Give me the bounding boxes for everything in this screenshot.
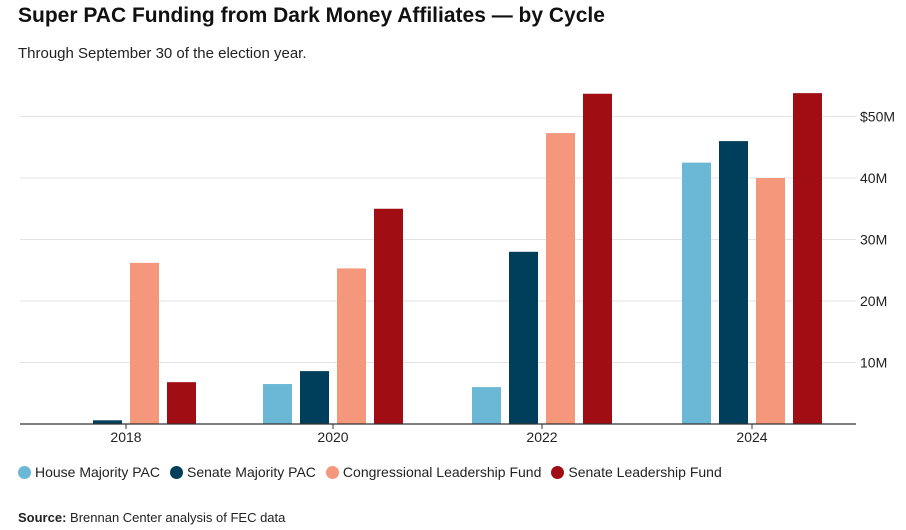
bar-2024-series-1 [682, 162, 711, 424]
bar-2024-series-2 [719, 141, 748, 424]
legend-item: Senate Majority PAC [170, 464, 316, 480]
bar-chart: 10M 20M 30M 40M $50M 2018 2020 2022 2024 [20, 93, 895, 445]
legend-label: Senate Majority PAC [187, 464, 316, 480]
source-text: Brennan Center analysis of FEC data [70, 510, 286, 525]
legend-item: Senate Leadership Fund [551, 464, 722, 480]
chart-legend: House Majority PAC Senate Majority PAC Con… [18, 464, 732, 480]
bar-2020-series-2 [300, 371, 329, 424]
bar-2024-series-4 [793, 93, 822, 424]
x-tick-label: 2022 [526, 429, 557, 445]
x-tick-label: 2020 [317, 429, 348, 445]
x-tick-label: 2024 [736, 429, 767, 445]
bar-2022-series-2 [509, 251, 538, 424]
bar-2022-series-4 [583, 93, 612, 425]
y-tick-label: 30M [860, 232, 887, 248]
bar-2022-series-1 [472, 387, 501, 424]
chart-subtitle: Through September 30 of the election yea… [18, 45, 307, 62]
y-tick-label: 10M [860, 355, 887, 371]
legend-item: House Majority PAC [18, 464, 160, 480]
chart-title: Super PAC Funding from Dark Money Affili… [18, 4, 605, 27]
legend-label: Congressional Leadership Fund [342, 464, 542, 480]
bar-2020-series-4 [374, 208, 403, 424]
x-tick-label: 2018 [110, 429, 141, 445]
legend-label: House Majority PAC [35, 464, 161, 480]
bar-2020-series-3 [337, 268, 366, 424]
legend-swatch [551, 465, 565, 479]
bar-2018-series-4 [167, 382, 196, 424]
bar-2024-series-3 [756, 178, 785, 424]
y-tick-label: 40M [860, 170, 887, 186]
legend-swatch [18, 465, 31, 479]
bar-2018-series-3 [130, 262, 159, 424]
bar-2022-series-3 [546, 133, 575, 425]
legend-swatch [325, 465, 339, 479]
legend-swatch [170, 465, 184, 479]
y-tick-label: 20M [860, 293, 887, 309]
bar-2020-series-1 [263, 384, 292, 424]
y-tick-label: $50M [860, 109, 895, 125]
legend-item: Congressional Leadership Fund [325, 464, 542, 480]
legend-label: Senate Leadership Fund [568, 464, 722, 480]
source-note: Source: Brennan Center analysis of FEC d… [18, 510, 285, 525]
source-label: Source: [18, 510, 67, 525]
bar-2018-series-2 [93, 420, 122, 424]
